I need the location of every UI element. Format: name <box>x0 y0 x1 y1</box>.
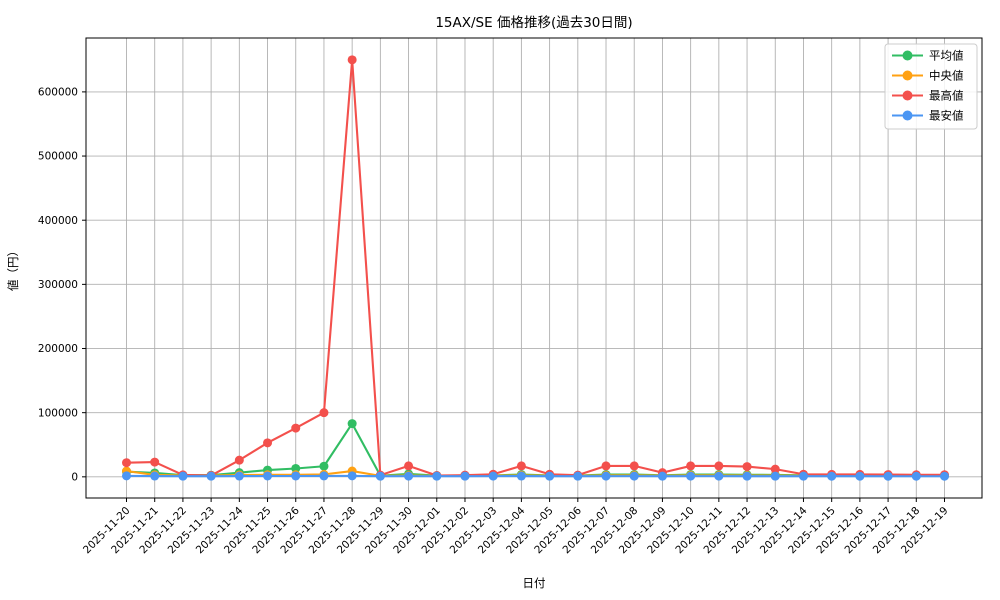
legend-max-label: 最高値 <box>929 89 964 103</box>
series-min-point <box>432 471 442 481</box>
series-min-point <box>460 471 470 481</box>
series-max-point <box>714 461 724 471</box>
series-min-point <box>742 471 752 481</box>
y-tick-label: 200000 <box>38 343 78 355</box>
series-max-point <box>770 464 780 474</box>
series-min-point <box>150 471 160 481</box>
series-max-point <box>742 462 752 472</box>
y-tick-label: 500000 <box>38 151 78 163</box>
series-min-point <box>629 471 639 481</box>
legend-median-marker <box>902 70 913 81</box>
series-min-point <box>291 471 301 481</box>
x-axis-label: 日付 <box>523 576 546 590</box>
series-max-point <box>150 457 160 467</box>
legend-min-label: 最安値 <box>929 109 964 123</box>
series-average-line <box>126 422 945 477</box>
series-min-point <box>263 471 273 481</box>
series-max-point <box>404 461 414 471</box>
series-min-point <box>601 471 611 481</box>
legend-max-marker <box>902 90 913 101</box>
series-min-point <box>234 471 244 481</box>
series-min-point <box>911 471 921 481</box>
plot-render-layer: 0100000200000300000400000500000600000202… <box>38 37 983 556</box>
series-max-point <box>601 461 611 471</box>
series-average-point <box>291 463 301 473</box>
series-min-point <box>714 471 724 481</box>
y-tick-label: 100000 <box>38 407 78 419</box>
y-tick-label: 600000 <box>38 87 78 99</box>
series-min-point <box>319 471 329 481</box>
series-min-point <box>488 471 498 481</box>
series-min-point <box>573 471 583 481</box>
series-average-point <box>347 419 357 429</box>
plot-border <box>85 37 983 499</box>
series-min-point <box>516 471 526 481</box>
series-max-point <box>686 461 696 471</box>
series-min-point <box>657 471 667 481</box>
series-min-point <box>375 471 385 481</box>
series-min-point <box>206 471 216 481</box>
series-min-point <box>770 471 780 481</box>
legend-min-marker <box>902 110 913 121</box>
series-min-point <box>122 471 131 481</box>
legend-average-label: 平均値 <box>929 49 964 63</box>
series-max-point <box>347 55 357 65</box>
series-min-point <box>404 471 414 481</box>
y-tick-label: 300000 <box>38 279 78 291</box>
y-tick-label: 0 <box>71 472 78 484</box>
series-max-point <box>122 458 131 468</box>
y-axis-label: 値（円） <box>6 245 20 291</box>
series-min-point <box>686 471 696 481</box>
legend-median-label: 中央値 <box>929 69 964 83</box>
series-max-point <box>319 408 329 418</box>
series-max-point <box>263 438 273 448</box>
legend-average-marker <box>902 50 913 61</box>
series-min-point <box>545 471 555 481</box>
series-max-point <box>629 461 639 471</box>
series-max-point <box>291 423 301 433</box>
series-average-point <box>319 461 329 471</box>
series-min-point <box>827 471 837 481</box>
y-tick-label: 400000 <box>38 215 78 227</box>
series-min-point <box>855 471 865 481</box>
series-max-point <box>234 455 244 465</box>
series-min-point <box>178 471 188 481</box>
series-max-line <box>126 58 945 477</box>
series-min-point <box>347 471 357 481</box>
series-min-point <box>940 471 950 481</box>
series-min-point <box>883 471 893 481</box>
legend-box <box>884 43 978 130</box>
series-max-point <box>516 461 526 471</box>
series-min-point <box>798 471 808 481</box>
chart-title: 15AX/SE 価格推移(過去30日間) <box>435 15 632 31</box>
